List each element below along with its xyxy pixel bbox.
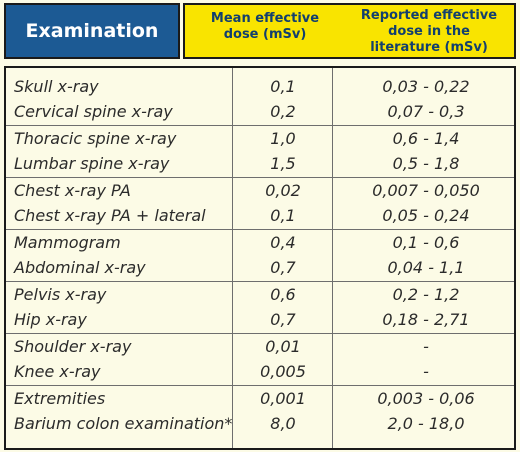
literature-dose: 0,5 - 1,8 bbox=[392, 154, 460, 173]
literature-dose: 2,0 - 18,0 bbox=[387, 414, 465, 433]
exam-name: Skull x-ray bbox=[14, 77, 99, 96]
literature-dose: 0,07 - 0,3 bbox=[387, 102, 465, 121]
group-divider bbox=[6, 229, 514, 230]
mean-dose: 0,6 bbox=[270, 285, 296, 304]
mean-dose: 0,2 bbox=[270, 102, 296, 121]
table-row: Cervical spine x-ray 0,2 0,07 - 0,3 bbox=[6, 99, 514, 125]
header-mean-line-2: dose (mSv) bbox=[223, 27, 307, 42]
literature-dose: 0,05 - 0,24 bbox=[382, 206, 470, 225]
literature-dose: 0,007 - 0,050 bbox=[372, 181, 480, 200]
group-divider bbox=[6, 333, 514, 334]
literature-dose: - bbox=[423, 337, 429, 356]
literature-dose: 0,18 - 2,71 bbox=[382, 310, 470, 329]
literature-dose: 0,2 - 1,2 bbox=[392, 285, 460, 304]
table-row: Lumbar spine x-ray 1,5 0,5 - 1,8 bbox=[6, 151, 514, 177]
exam-name: Shoulder x-ray bbox=[14, 337, 132, 356]
table-row: Extremities 0,001 0,003 - 0,06 bbox=[6, 386, 514, 412]
literature-dose: 0,003 - 0,06 bbox=[377, 389, 475, 408]
dose-table-body: Skull x-ray 0,1 0,03 - 0,22 Cervical spi… bbox=[4, 66, 516, 450]
group-divider bbox=[6, 281, 514, 282]
header-literature-dose-label: Reported effective dose in the literatur… bbox=[343, 8, 515, 56]
mean-dose: 0,02 bbox=[265, 181, 301, 200]
mean-dose: 1,0 bbox=[270, 129, 296, 148]
header-lit-line-2: dose in the bbox=[388, 24, 470, 39]
table-row: Hip x-ray 0,7 0,18 - 2,71 bbox=[6, 307, 514, 333]
exam-name: Lumbar spine x-ray bbox=[14, 154, 170, 173]
table-row: Mammogram 0,4 0,1 - 0,6 bbox=[6, 230, 514, 256]
table-row: Shoulder x-ray 0,01 - bbox=[6, 334, 514, 360]
table-row: Knee x-ray 0,005 - bbox=[6, 359, 514, 385]
header-examination-cell: Examination bbox=[4, 3, 180, 59]
exam-name: Barium colon examination* bbox=[14, 414, 233, 433]
literature-dose: 0,04 - 1,1 bbox=[387, 258, 465, 277]
column-divider bbox=[232, 68, 233, 448]
exam-name: Thoracic spine x-ray bbox=[14, 129, 177, 148]
header-lit-line-1: Reported effective bbox=[360, 8, 498, 23]
mean-dose: 8,0 bbox=[270, 414, 296, 433]
exam-name: Chest x-ray PA + lateral bbox=[14, 206, 206, 225]
literature-dose: 0,1 - 0,6 bbox=[392, 233, 460, 252]
mean-dose: 0,1 bbox=[270, 206, 296, 225]
table-row: Pelvis x-ray 0,6 0,2 - 1,2 bbox=[6, 282, 514, 308]
mean-dose: 0,7 bbox=[270, 258, 296, 277]
header-mean-line-1: Mean effective bbox=[210, 11, 320, 26]
table-row: Barium colon examination* 8,0 2,0 - 18,0 bbox=[6, 411, 514, 437]
mean-dose: 0,005 bbox=[260, 362, 306, 381]
table-row: Chest x-ray PA 0,02 0,007 - 0,050 bbox=[6, 178, 514, 204]
mean-dose: 1,5 bbox=[270, 154, 296, 173]
literature-dose: - bbox=[423, 362, 429, 381]
table-row: Thoracic spine x-ray 1,0 0,6 - 1,4 bbox=[6, 126, 514, 152]
table-row: Chest x-ray PA + lateral 0,1 0,05 - 0,24 bbox=[6, 203, 514, 229]
header-lit-line-3: literature (mSv) bbox=[370, 40, 488, 55]
header-mean-dose-label: Mean effective dose (mSv) bbox=[195, 11, 335, 43]
mean-dose: 0,4 bbox=[270, 233, 296, 252]
mean-dose: 0,1 bbox=[270, 77, 296, 96]
mean-dose: 0,7 bbox=[270, 310, 296, 329]
table-row: Abdominal x-ray 0,7 0,04 - 1,1 bbox=[6, 255, 514, 281]
column-divider bbox=[332, 68, 333, 448]
exam-name: Chest x-ray PA bbox=[14, 181, 131, 200]
header-dose-cell: Mean effective dose (mSv) Reported effec… bbox=[183, 3, 516, 59]
group-divider bbox=[6, 125, 514, 126]
mean-dose: 0,01 bbox=[265, 337, 301, 356]
table-row: Skull x-ray 0,1 0,03 - 0,22 bbox=[6, 74, 514, 100]
exam-name: Pelvis x-ray bbox=[14, 285, 107, 304]
header-examination-label: Examination bbox=[25, 20, 159, 42]
literature-dose: 0,6 - 1,4 bbox=[392, 129, 460, 148]
literature-dose: 0,03 - 0,22 bbox=[382, 77, 470, 96]
exam-name: Knee x-ray bbox=[14, 362, 101, 381]
mean-dose: 0,001 bbox=[260, 389, 306, 408]
exam-name: Extremities bbox=[14, 389, 106, 408]
group-divider bbox=[6, 385, 514, 386]
exam-name: Mammogram bbox=[14, 233, 121, 252]
exam-name: Abdominal x-ray bbox=[14, 258, 146, 277]
group-divider bbox=[6, 177, 514, 178]
exam-name: Hip x-ray bbox=[14, 310, 87, 329]
exam-name: Cervical spine x-ray bbox=[14, 102, 173, 121]
